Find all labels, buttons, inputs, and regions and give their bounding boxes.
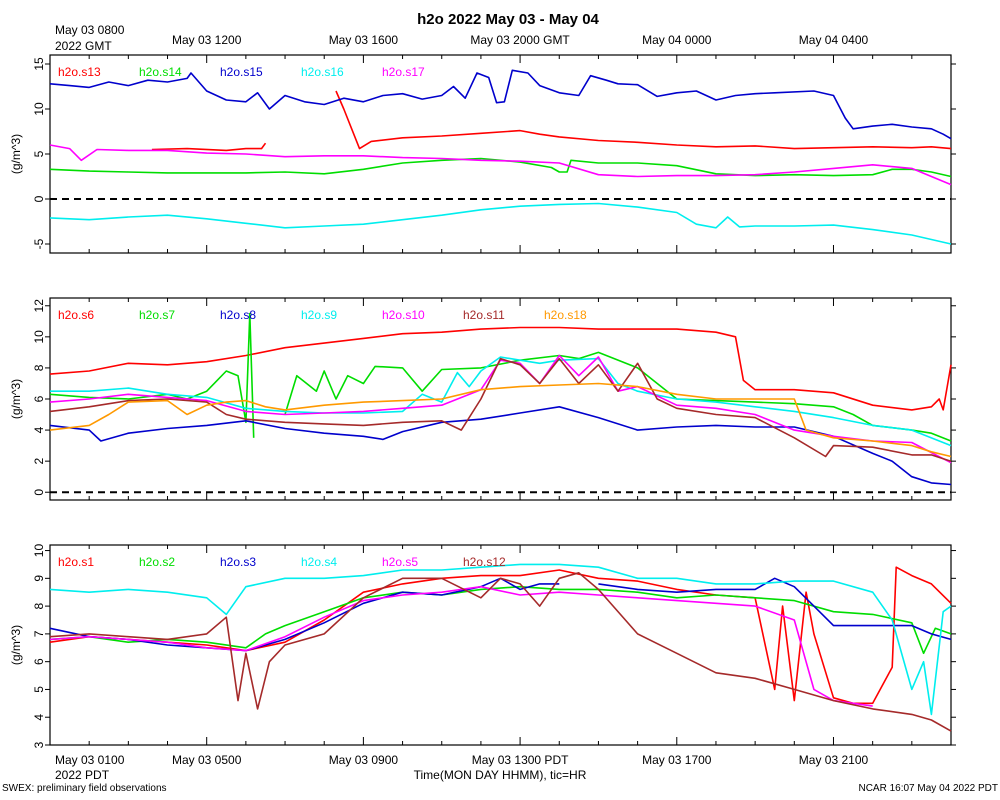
series-line-h2o-s3 <box>49 577 560 652</box>
bottom-tick-label: May 03 1700 <box>642 753 712 767</box>
y-tick-label: 6 <box>32 658 46 665</box>
y-tick-label: 7 <box>32 630 46 637</box>
y-tick-label: 8 <box>32 364 46 371</box>
legend-entry: h2o.s6 <box>58 308 94 322</box>
y-tick-label: 5 <box>32 686 46 693</box>
y-tick-label: 2 <box>32 457 46 464</box>
panel-frame <box>49 544 952 746</box>
series-line-h2o-s7 <box>284 351 952 442</box>
legend-entry: h2o.s18 <box>544 308 587 322</box>
series-line-h2o-s16 <box>49 202 952 245</box>
legend-entry: h2o.s3 <box>220 555 256 569</box>
legend-entry: h2o.s8 <box>220 308 256 322</box>
series-line-h2o-s9 <box>50 356 952 447</box>
series-line-h2o-s6 <box>49 326 952 411</box>
legend-entry: h2o.s16 <box>301 65 344 79</box>
top-tick-label: May 03 2000 GMT <box>470 33 570 47</box>
series-line-h2o-s14 <box>49 157 952 178</box>
series-line-h2o-s12 <box>49 572 952 732</box>
legend-entry: h2o.s11 <box>463 308 505 322</box>
top-tick-label: May 04 0000 <box>642 33 712 47</box>
series-line-h2o-s10 <box>49 354 952 464</box>
legend-entry: h2o.s12 <box>463 555 506 569</box>
bottom-tick-label: May 03 0500 <box>172 753 242 767</box>
series-line-h2o-s8 <box>49 406 952 486</box>
bottom-axis-start-label-line2: 2022 PDT <box>55 768 110 782</box>
series-line-h2o-s13 <box>151 142 267 152</box>
series-line-h2o-s15 <box>49 69 952 140</box>
series-line-h2o-s3 <box>598 577 952 641</box>
legend-entry: h2o.s2 <box>139 555 175 569</box>
top-axis-start-label-line2: 2022 GMT <box>55 39 112 53</box>
legend-entry: h2o.s1 <box>58 555 94 569</box>
y-tick-label: 4 <box>32 426 46 433</box>
panel-middle: 0 2 4 6 8 10 12 (g/m^3) h2o.s6 h2o.s7 h2o.s8 h2o.s9… <box>9 297 956 501</box>
series-line-h2o-s4 <box>49 563 952 716</box>
y-tick-label: 4 <box>32 714 46 721</box>
top-axis-tick-labels: May 03 1200 May 03 1600 May 03 2000 GMT May… <box>172 33 868 47</box>
y-tick-label: 10 <box>32 102 46 116</box>
y-tick-label: 3 <box>32 741 46 748</box>
bottom-axis-tick-labels: May 03 0500 May 03 0900 May 03 1300 PDT May… <box>172 753 868 767</box>
bottom-tick-label: May 03 2100 <box>799 753 869 767</box>
legend-entry: h2o.s9 <box>301 308 337 322</box>
y-axis-label: (g/m^3) <box>9 134 23 174</box>
top-tick-label: May 03 1600 <box>329 33 399 47</box>
legend-entry: h2o.s7 <box>139 308 175 322</box>
legend-entry: h2o.s4 <box>301 555 337 569</box>
series-line-h2o-s2 <box>49 585 952 655</box>
y-axis-label: (g/m^3) <box>9 625 23 665</box>
y-tick-label: 8 <box>32 602 46 609</box>
figure-title: h2o 2022 May 03 - May 04 <box>417 11 599 28</box>
panel-frame <box>49 54 952 254</box>
legend-entry: h2o.s15 <box>220 65 263 79</box>
panel-bottom: 3 4 5 6 7 8 9 10 (g/m^3) h2o.s1 h2o.s2 h2o.s3 h2o.s4… <box>9 544 956 748</box>
y-tick-label: 0 <box>32 489 46 496</box>
series-line-h2o-s17 <box>49 144 952 186</box>
y-tick-label: 15 <box>32 57 46 71</box>
legend-entry: h2o.s13 <box>58 65 101 79</box>
bottom-axis-start-label-line1: May 03 0100 <box>55 753 125 767</box>
y-tick-label: 12 <box>32 299 46 313</box>
y-tick-label: 10 <box>32 544 46 558</box>
series-line-h2o-s5 <box>49 585 873 707</box>
y-tick-label: 5 <box>32 150 46 157</box>
y-axis-label: (g/m^3) <box>9 379 23 419</box>
x-axis-label: Time(MON DAY HHMM), tic=HR <box>414 768 587 782</box>
panel-top: -5 0 5 10 15 (g/m^3) h2o.s13 h2o.s14 h2o.s15 h2o.… <box>9 54 956 254</box>
top-tick-label: May 03 1200 <box>172 33 242 47</box>
series-line-h2o-s18 <box>49 382 952 458</box>
series-line-h2o-s1 <box>49 566 952 705</box>
footer-left-note: SWEX: preliminary field observations <box>2 783 167 794</box>
footer-right-note: NCAR 16:07 May 04 2022 PDT <box>858 783 998 794</box>
series-line-h2o-s13 <box>335 90 952 150</box>
series-line-h2o-s11 <box>49 357 952 462</box>
legend-entry: h2o.s17 <box>382 65 425 79</box>
series-line-h2o-s7 <box>49 312 255 438</box>
legend-entry: h2o.s5 <box>382 555 418 569</box>
bottom-tick-label: May 03 1300 PDT <box>472 753 569 767</box>
top-axis-start-label-line1: May 03 0800 <box>55 23 125 37</box>
y-tick-label: 9 <box>32 575 46 582</box>
top-tick-label: May 04 0400 <box>799 33 869 47</box>
y-tick-label: 10 <box>32 330 46 344</box>
y-tick-label: -5 <box>32 238 46 249</box>
bottom-tick-label: May 03 0900 <box>329 753 399 767</box>
y-tick-label: 6 <box>32 395 46 402</box>
legend-entry: h2o.s14 <box>139 65 182 79</box>
y-tick-label: 0 <box>32 195 46 202</box>
legend-entry: h2o.s10 <box>382 308 425 322</box>
